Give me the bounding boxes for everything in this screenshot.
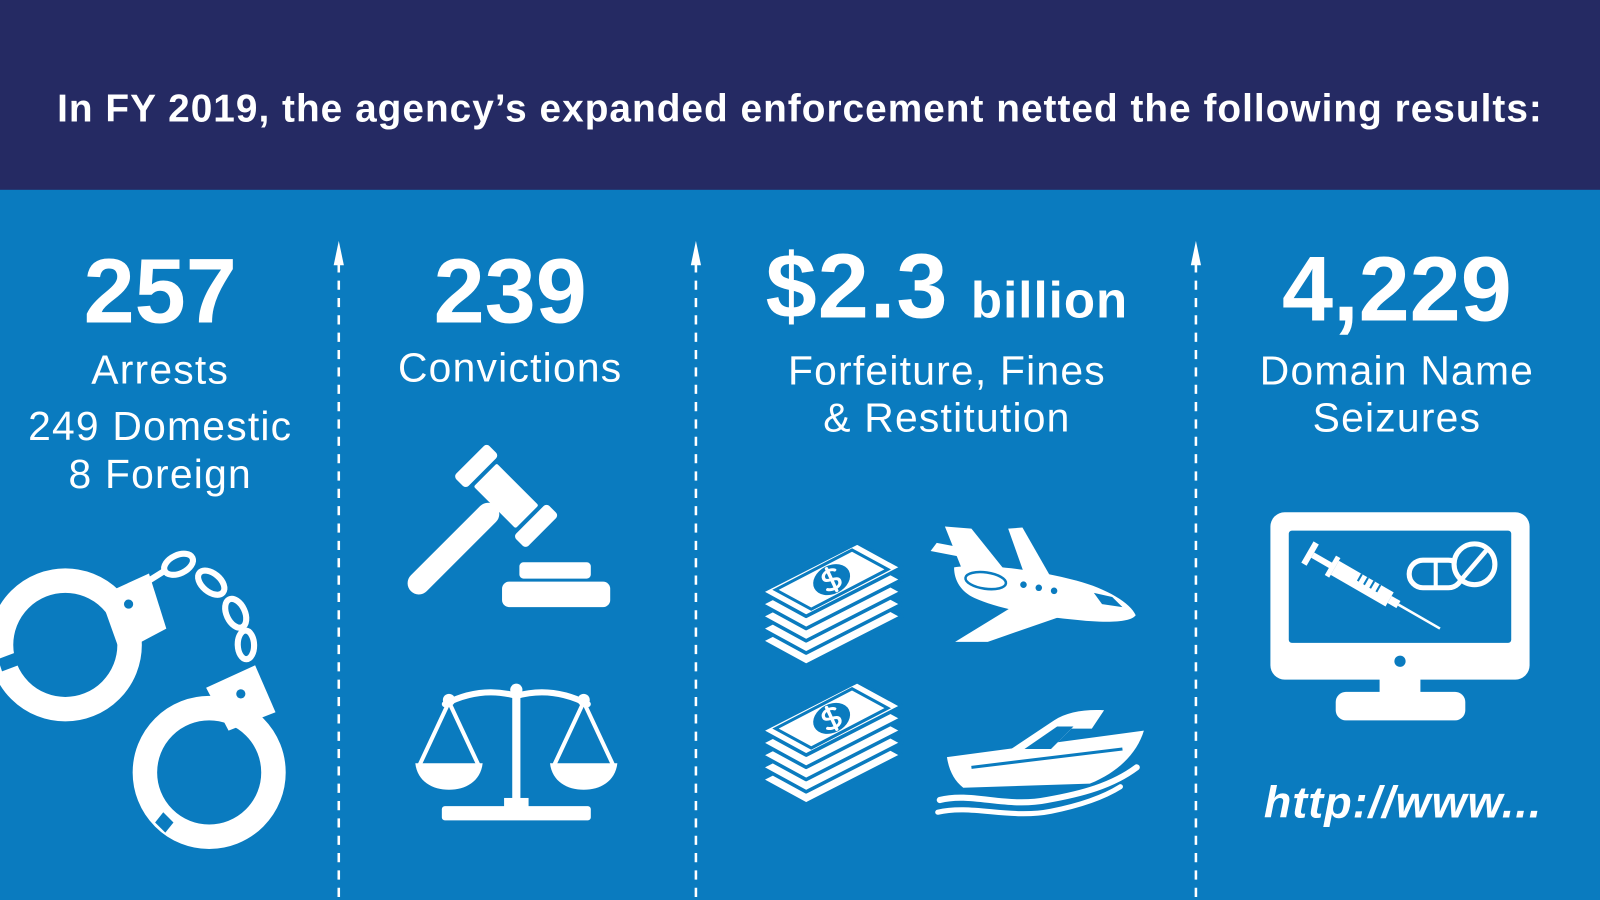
scales-of-justice-icon — [415, 683, 618, 821]
arrow-up-icon — [333, 240, 344, 266]
stat-convictions: 239 Convictions — [352, 0, 668, 900]
handcuffs-icon — [0, 550, 286, 849]
column-divider — [690, 240, 702, 900]
private-jet-icon — [930, 526, 1136, 642]
stat-label: Seizures — [1312, 395, 1482, 441]
stat-number: $2.3 — [765, 235, 949, 338]
stat-label: Forfeiture, Fines — [787, 348, 1106, 394]
computer-monitor-icon — [1270, 512, 1530, 721]
arrow-up-icon — [690, 240, 702, 266]
stat-number: 4,229 — [1282, 238, 1512, 341]
header-banner: In FY 2019, the agency’s expanded enforc… — [0, 0, 1600, 190]
money-stack-icon — [759, 541, 904, 668]
tablet-pill-icon — [1451, 541, 1498, 588]
stat-arrests: 257 Arrests 249 Domestic 8 Foreign — [0, 0, 320, 900]
stat-domain-seizures: 4,229 Domain Name Seizures http://www... — [1214, 0, 1579, 900]
stat-amount: $2.3 billion — [714, 236, 1179, 338]
arrow-up-icon — [1190, 240, 1202, 266]
stat-detail: 249 Domestic — [28, 404, 293, 449]
stat-detail: 8 Foreign — [68, 452, 252, 497]
stat-label: Convictions — [397, 345, 623, 391]
column-divider — [1190, 240, 1202, 900]
speedboat-icon — [935, 710, 1144, 817]
stat-number: 257 — [83, 240, 237, 343]
url-caption: http://www... — [1263, 777, 1543, 828]
stat-forfeiture: $2.3 billion Forfeiture, Fines & Restitu… — [714, 0, 1179, 900]
stat-label: Domain Name — [1259, 348, 1535, 394]
syringe-icon — [1301, 541, 1441, 630]
stat-unit: billion — [970, 271, 1129, 329]
money-stack-icon — [759, 679, 904, 806]
stat-label: Arrests — [91, 347, 230, 393]
stat-number: 239 — [433, 240, 587, 343]
column-divider — [333, 240, 344, 900]
gavel-icon — [407, 444, 611, 608]
stat-label: & Restitution — [823, 395, 1071, 441]
headline: In FY 2019, the agency’s expanded enforc… — [57, 87, 1543, 131]
